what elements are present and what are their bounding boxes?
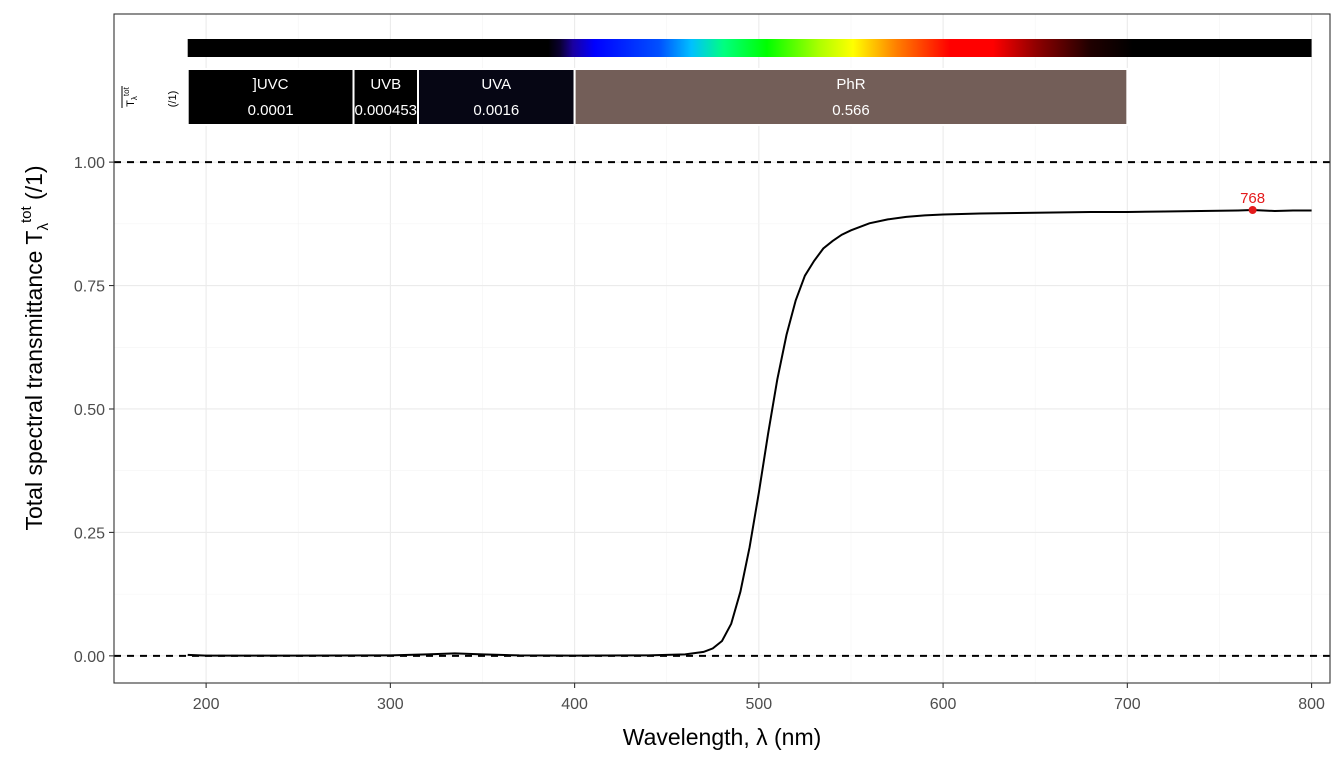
waveband-value: 0.0016 xyxy=(473,102,519,119)
waveband-unit: (/1) xyxy=(167,91,179,108)
x-tick-label: 500 xyxy=(745,696,772,713)
peak-annotations: 768 xyxy=(1240,190,1265,215)
waveband-box xyxy=(573,68,1129,126)
x-tick-label: 800 xyxy=(1298,696,1325,713)
waveband-name: UVA xyxy=(481,76,511,93)
x-axis-title: Wavelength, λ (nm) xyxy=(623,724,822,750)
plot-panel-border xyxy=(113,13,1331,684)
x-tick-label: 700 xyxy=(1114,696,1141,713)
y-tick-label: 0.75 xyxy=(74,279,105,296)
peak-label: 768 xyxy=(1240,190,1265,207)
x-tick-label: 600 xyxy=(930,696,957,713)
x-tick-label: 400 xyxy=(561,696,588,713)
y-tick-label: 0.25 xyxy=(74,525,105,542)
waveband-value: 0.0001 xyxy=(248,102,294,119)
waveband-box xyxy=(417,68,576,126)
waveband-symbol-text: Tλtot xyxy=(122,86,139,106)
waveband-name: PhR xyxy=(836,76,865,93)
waveband-name: UVB xyxy=(370,76,401,93)
waveband-symbol: Tλtot xyxy=(121,86,139,108)
waveband-name: ]UVC xyxy=(253,76,289,93)
peak-point xyxy=(1248,206,1257,215)
waveband-axis-label: Tλtot (/1) xyxy=(121,86,179,108)
y-tick-label: 1.00 xyxy=(74,155,105,172)
y-axis-title: Total spectral transmittance Tλtot (/1) xyxy=(18,165,52,530)
waveband-box xyxy=(352,68,419,126)
waveband-value: 0.000453 xyxy=(354,102,417,119)
x-axis-ticks: 200 300 400 500 600 700 800 xyxy=(193,683,1325,713)
x-tick-label: 200 xyxy=(193,696,220,713)
waveband-boxes: ]UVC 0.0001 UVB 0.000453 UVA 0.0016 PhR 0.566 xyxy=(186,68,1129,126)
x-tick-label: 300 xyxy=(377,696,404,713)
waveband-unit-text: (/1) xyxy=(167,91,179,108)
transmittance-line xyxy=(187,208,1312,657)
waveband-box xyxy=(186,68,355,126)
y-tick-label: 0.00 xyxy=(74,649,105,666)
y-axis-ticks: 0.00 0.25 0.50 0.75 1.00 xyxy=(74,155,114,666)
waveband-value: 0.566 xyxy=(832,102,870,119)
y-tick-label: 0.50 xyxy=(74,402,105,419)
spectrum-color-strip xyxy=(187,39,1312,57)
